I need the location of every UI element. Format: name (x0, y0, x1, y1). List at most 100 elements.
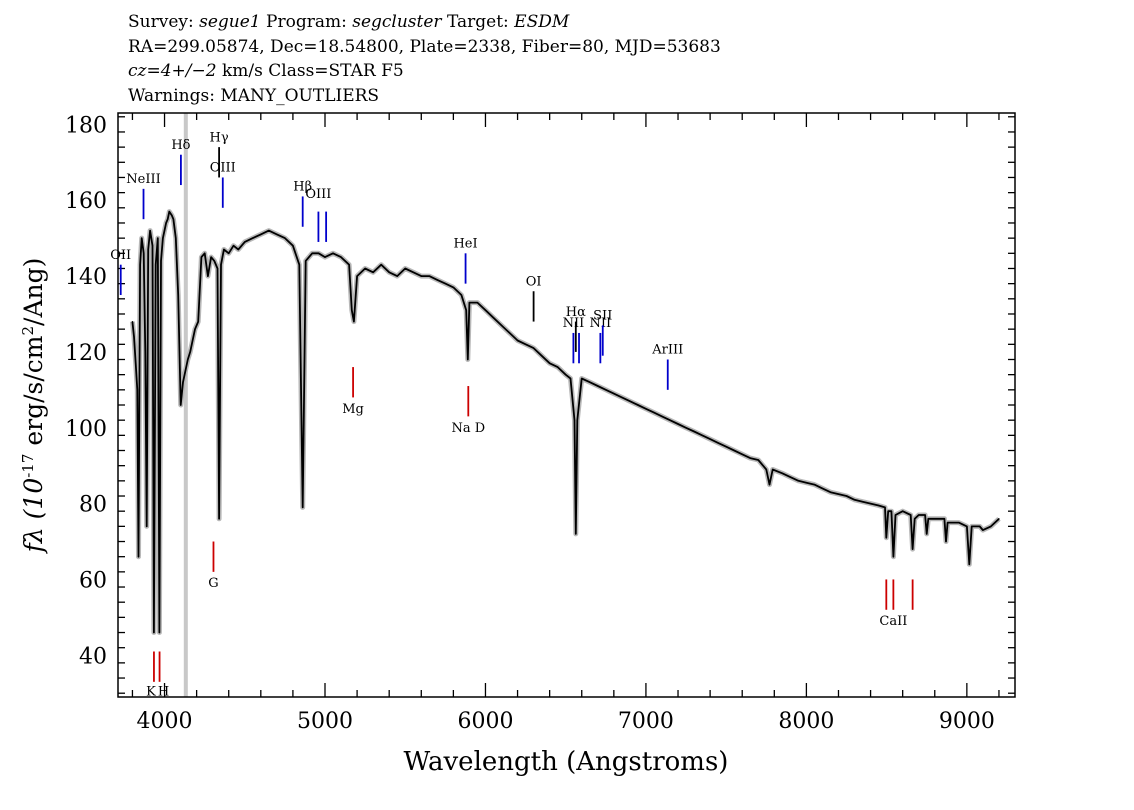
spectrum-point (693, 430, 695, 433)
spectrum-point (890, 510, 893, 512)
spectrum-point (200, 256, 203, 258)
spectrum-point (725, 446, 727, 448)
spectrum-point (945, 540, 947, 543)
spectrum-point (990, 525, 992, 527)
spectrum-point (364, 267, 366, 270)
spectrum-point (131, 320, 134, 323)
absorption-label: G (208, 576, 218, 591)
line-label: OII (110, 248, 131, 263)
y-tick-label: 80 (79, 493, 107, 518)
spectrum-point (569, 377, 572, 380)
spectrum-point (805, 482, 807, 484)
spectrum-point (155, 264, 157, 266)
spectrum-point (837, 493, 840, 495)
spectrum-point (573, 419, 576, 421)
y-tick-label: 140 (65, 265, 107, 290)
spectrum-point (589, 381, 591, 383)
spectrum-point (934, 518, 936, 520)
spectrum-point (180, 404, 182, 406)
spectrum-point (781, 472, 783, 474)
spectrum-point (685, 427, 687, 429)
spectrum-point (216, 267, 219, 270)
spectrum-point (943, 518, 945, 520)
spectrum-point (637, 404, 639, 406)
y-tick-label: 160 (65, 189, 107, 214)
x-axis-label: Wavelength (Angstroms) (404, 747, 729, 777)
spectrum-point (476, 302, 479, 304)
spectrum-point (197, 320, 199, 323)
line-label: OI (526, 274, 542, 289)
spectrum-point (885, 537, 887, 539)
class-text: km/s Class=STAR F5 (216, 61, 404, 81)
spectrum-point (436, 279, 438, 281)
spectrum-point (444, 283, 446, 285)
spectrum-point (157, 237, 159, 239)
spectrum-point (878, 504, 880, 507)
spectrum-point (158, 631, 160, 634)
spectrum-point (533, 347, 535, 349)
masked-band (183, 113, 188, 697)
spectrum-point (541, 355, 543, 357)
header-line-coordinates: RA=299.05874, Dec=18.54800, Plate=2338, … (128, 36, 721, 57)
spectrum-point (351, 309, 353, 311)
spectrum-point (492, 317, 495, 319)
spectrum-point (468, 302, 471, 304)
line-label: ArIII (651, 343, 683, 358)
spectrum-point (184, 370, 186, 372)
line-label: Hγ (210, 130, 229, 145)
spectrum-point (276, 233, 278, 235)
line-label: HeI (453, 237, 477, 252)
x-tick-label: 6000 (457, 709, 513, 734)
spectrum-point (661, 415, 663, 417)
spectrum-point (768, 484, 771, 486)
spectrum-point (302, 506, 304, 508)
spectrum-point (998, 518, 1000, 520)
line-label: NII (590, 316, 612, 331)
axis-ticks: 4000 5000 6000 7000 8000 9000 40 60 80 100 120 140 1… (65, 113, 1015, 734)
program-value: segcluster (352, 12, 442, 32)
spectrum-point (565, 374, 567, 376)
spectrum-point (244, 241, 246, 243)
spectrum-point (958, 521, 960, 524)
spectrum-point (194, 328, 196, 330)
y-tick-label: 120 (65, 341, 107, 366)
spectrum-point (167, 218, 169, 220)
spectrum-point (749, 457, 751, 459)
absorption-label: CaII (879, 614, 907, 629)
y-tick-label: 60 (79, 568, 107, 593)
spectrum-point (853, 499, 856, 501)
program-label: Program: (260, 12, 353, 32)
spectrum-point (260, 233, 262, 235)
spectrum-point (947, 521, 949, 524)
spectrum-point (137, 556, 140, 558)
spectrum-point (500, 324, 503, 326)
spectrum-point (388, 271, 390, 273)
y-axis-label: fλ (10-17 erg/s/cm2/Ang) (19, 258, 48, 555)
spectrum-point (380, 264, 382, 266)
spectrum-point (135, 362, 137, 364)
spectrum-point (141, 237, 143, 239)
survey-value: segue1 (199, 12, 261, 32)
target-value: ESDM (514, 12, 570, 32)
spectrum-point (613, 393, 615, 395)
line-label: OIII (305, 187, 331, 202)
line-label: NeIII (126, 172, 160, 187)
spectrum-point (356, 275, 358, 277)
cz-value: cz=4+/−2 (128, 61, 217, 81)
spectrum-point (926, 533, 928, 535)
spectrum-point (210, 256, 212, 258)
spectrum-point (709, 438, 711, 440)
spectrum-point (182, 381, 184, 383)
spectrum-point (192, 339, 194, 342)
spectrum-point (968, 563, 970, 565)
spectrum-line (131, 210, 1000, 634)
spectrum-point (605, 389, 607, 391)
spectrum-point (789, 476, 791, 478)
spectrum-point (163, 229, 166, 232)
spectrum-point (204, 252, 206, 254)
absorption-label: Na D (451, 421, 485, 436)
spectrum-point (467, 358, 469, 361)
spectrum-point (175, 237, 177, 239)
spectrum-point (207, 275, 209, 277)
